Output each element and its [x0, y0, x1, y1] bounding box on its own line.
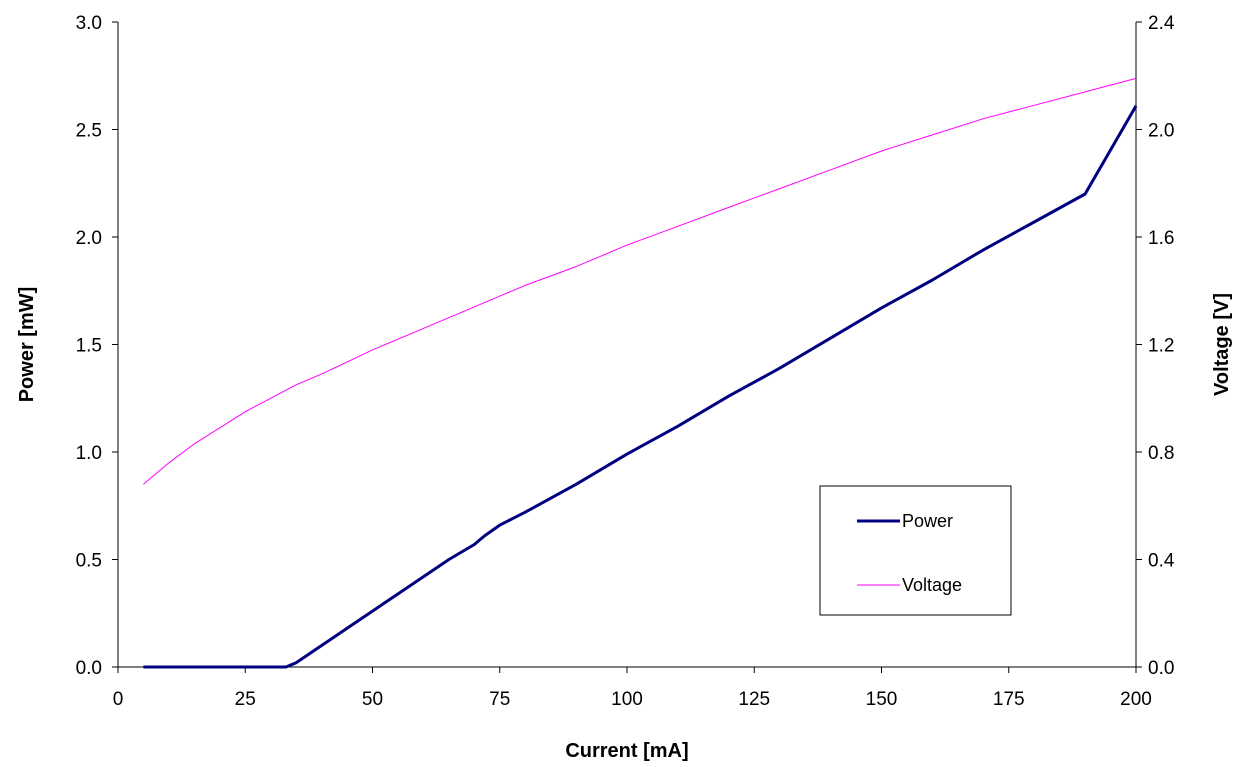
y-right-tick-label: 2.0	[1148, 121, 1174, 142]
series-line-voltage	[143, 77, 1137, 485]
y-right-tick-label: 0.0	[1148, 658, 1174, 679]
y-right-tick-label: 2.4	[1148, 13, 1175, 34]
y-left-tick-label: 0.0	[76, 658, 102, 679]
x-tick-label: 25	[235, 689, 256, 710]
y-right-tick-label: 1.2	[1148, 336, 1174, 357]
series-layer	[143, 77, 1138, 669]
legend-label: Power	[902, 511, 953, 531]
y-axis-left-title: Power [mW]	[16, 287, 38, 403]
y-right-tick-label: 0.8	[1148, 443, 1174, 464]
y-left-tick-label: 3.0	[76, 13, 102, 34]
y-right-tick-label: 0.4	[1148, 551, 1175, 572]
y-axis-right-title: Voltage [V]	[1211, 293, 1233, 396]
y-left-tick-label: 1.0	[76, 443, 102, 464]
y-left-tick-label: 1.5	[76, 336, 102, 357]
legend-box	[819, 485, 1012, 616]
x-tick-label: 0	[113, 689, 124, 710]
x-tick-label: 150	[866, 689, 898, 710]
x-tick-label: 100	[611, 689, 643, 710]
y-left-tick-label: 2.5	[76, 121, 102, 142]
x-tick-label: 175	[993, 689, 1025, 710]
x-tick-label: 125	[738, 689, 770, 710]
series-line-power	[143, 105, 1138, 669]
y-left-tick-label: 2.0	[76, 228, 102, 249]
legend: Power Voltage	[819, 485, 1012, 616]
axes-group: 0 25 50 75 100 125 150 175 200 0.0 0.5 1.0 1.5 2.0 2.5…	[76, 13, 1175, 710]
x-tick-label: 75	[489, 689, 510, 710]
x-tick-label: 200	[1120, 689, 1152, 710]
y-left-tick-label: 0.5	[76, 551, 102, 572]
y-right-tick-label: 1.6	[1148, 228, 1174, 249]
x-axis-title: Current [mA]	[565, 740, 688, 762]
legend-label: Voltage	[902, 575, 962, 595]
x-tick-label: 50	[362, 689, 383, 710]
